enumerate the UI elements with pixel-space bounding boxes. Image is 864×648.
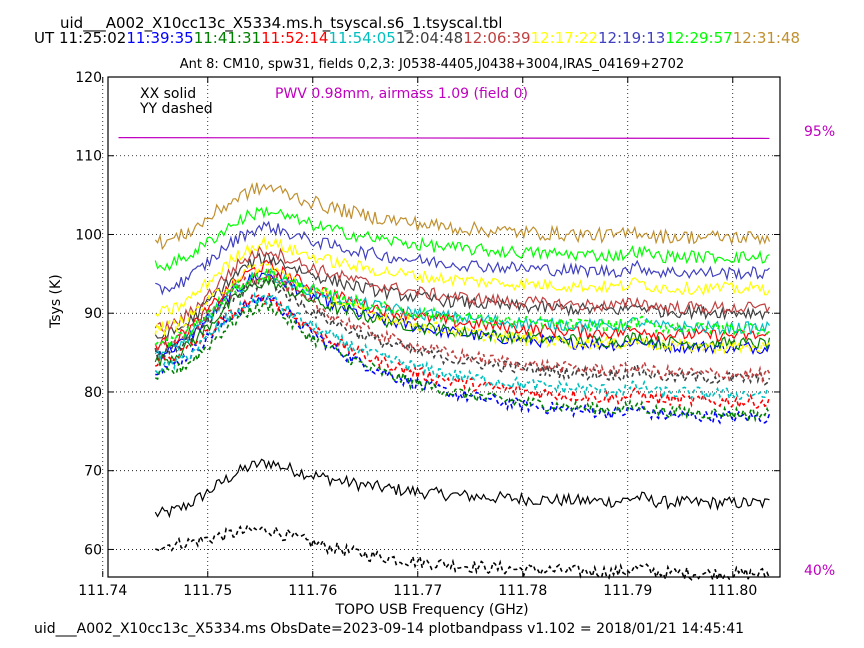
series-line-16	[155, 220, 770, 296]
ut-time: 11:39:35	[126, 29, 194, 47]
pwv-line	[118, 137, 770, 140]
y-tick-label: 70	[84, 464, 102, 480]
ut-time: 12:17:22	[530, 29, 598, 47]
ut-times-row: UT 11:25:0211:39:3511:41:3111:52:1411:54…	[34, 29, 800, 47]
series-line-17	[154, 206, 770, 272]
ut-time: 11:41:31	[193, 29, 262, 47]
y-tick-label: 60	[84, 542, 102, 558]
legend-yy-dashed: YY dashed	[139, 101, 213, 117]
series-line-5	[154, 299, 771, 423]
y-axis-label: Tsys (K)	[48, 274, 64, 328]
plot-frame	[107, 76, 781, 578]
ut-time: 12:29:57	[665, 29, 733, 47]
series-line-13	[155, 268, 771, 384]
series-line-3	[155, 293, 771, 425]
percent-high-label: 95%	[804, 124, 836, 140]
x-tick-label: 111.74	[78, 583, 127, 599]
x-tick-label: 111.79	[603, 583, 652, 599]
series-line-6	[154, 259, 770, 353]
pwv-annotation: PWV 0.98mm, airmass 1.09 (field 0)	[275, 86, 528, 102]
ut-label: UT	[34, 29, 55, 47]
series-line-14	[154, 235, 771, 318]
series-line-18	[154, 268, 771, 348]
series-line-15	[154, 261, 771, 355]
y-tick-label: 90	[84, 306, 102, 322]
ut-time: 11:25:02	[58, 29, 127, 47]
ut-time: 11:52:14	[261, 29, 329, 47]
percent-low-label: 40%	[804, 563, 836, 579]
ut-time: 11:54:05	[328, 29, 396, 47]
x-tick-label: 111.78	[498, 583, 547, 599]
ut-time: 12:06:39	[463, 29, 531, 47]
series-lines	[154, 182, 771, 583]
x-tick-label: 111.77	[393, 583, 442, 599]
series-line-19	[154, 182, 771, 251]
file-title: uid___A002_X10cc13c_X5334.ms.h_tsyscal.s…	[60, 14, 503, 32]
x-tick-label: 111.80	[708, 583, 757, 599]
y-tick-label: 80	[84, 385, 102, 401]
axis-ticks: 111.74 111.75 111.76 111.77 111.78 111.79 111.…	[75, 70, 780, 599]
x-axis-label: TOPO USB Frequency (GHz)	[335, 602, 529, 618]
y-tick-label: 110	[75, 149, 102, 165]
ut-time: 12:04:48	[395, 29, 464, 47]
y-tick-label: 100	[75, 227, 102, 243]
x-tick-label: 111.76	[288, 583, 337, 599]
series-line-0	[154, 458, 770, 519]
footer-info: uid___A002_X10cc13c_X5334.ms ObsDate=202…	[34, 621, 745, 637]
y-tick-label: 120	[75, 70, 102, 86]
pwv-reference-line	[118, 137, 770, 140]
legend-xx-solid: XX solid	[140, 86, 196, 102]
ut-time: 12:19:13	[597, 29, 666, 47]
series-line-9	[154, 291, 770, 402]
x-tick-label: 111.75	[183, 583, 232, 599]
ut-time: 12:31:48	[732, 29, 801, 47]
series-line-12	[154, 244, 771, 334]
series-line-11	[154, 276, 771, 386]
ut-times: 11:25:0211:39:3511:41:3111:52:1411:54:05…	[59, 29, 800, 47]
plot-subtitle: Ant 8: CM10, spw31, fields 0,2,3: J0538-…	[179, 57, 685, 72]
series-line-1	[155, 523, 771, 583]
